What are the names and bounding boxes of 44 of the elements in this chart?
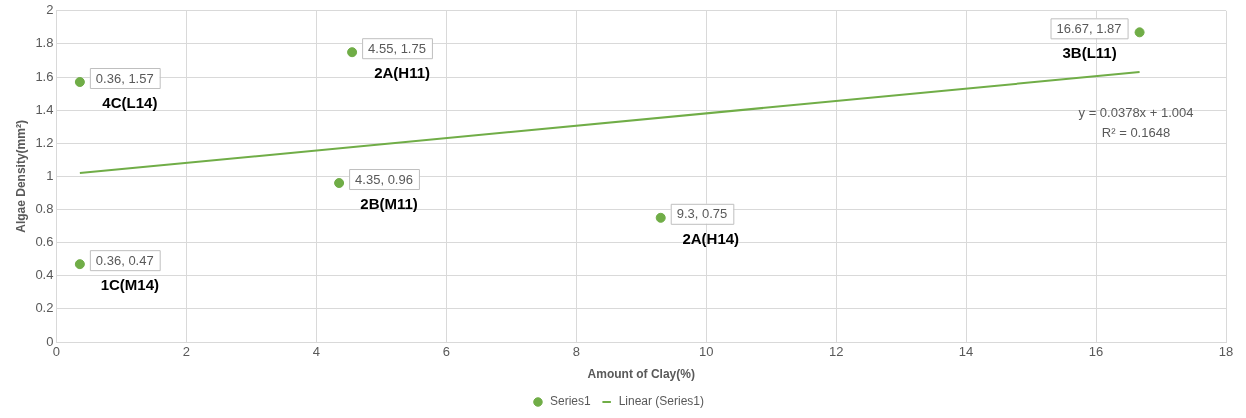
x-tick-label: 16 (1088, 344, 1104, 360)
x-tick-label: 4 (312, 344, 320, 360)
point (334, 178, 345, 189)
y-tick-label: 1.4 (35, 101, 54, 117)
y-tick-label: 1.2 (35, 134, 54, 150)
data-label: 0.36, 0.47 (95, 252, 154, 268)
annotation: 2B(M11) (360, 195, 418, 213)
legend-label: Linear (Series1) (618, 394, 705, 409)
data-label: 16.67, 1.87 (1056, 20, 1122, 36)
point (74, 259, 85, 270)
annotation: 2A(H14) (682, 229, 740, 247)
x-tick-label: 18 (1218, 344, 1234, 360)
annotation: 3B(L11) (1062, 44, 1117, 62)
annotation: y = 0.0378x + 1.004 (1078, 105, 1194, 121)
x-tick-label: 14 (958, 344, 974, 360)
y-axis-title: Algae Density(mm²) (13, 120, 28, 233)
data-label: 4.55, 1.75 (368, 40, 426, 56)
x-tick-label: 10 (698, 344, 714, 360)
y-tick-label: 1.8 (35, 35, 54, 51)
data-label: 4.35, 0.96 (355, 171, 413, 187)
y-tick-label: 0.2 (35, 300, 54, 316)
point (74, 77, 85, 88)
y-tick-label: 1 (46, 167, 54, 183)
x-tick-label: 8 (572, 344, 580, 360)
data-label: 0.36, 1.57 (95, 70, 154, 86)
y-tick-label: 0.8 (35, 201, 54, 217)
x-tick-label: 6 (442, 344, 450, 360)
data-label: 9.3, 0.75 (676, 206, 728, 222)
annotation: 4C(L14) (102, 94, 158, 112)
annotation: R² = 0.1648 (1101, 125, 1171, 141)
legend-label: Series1 (549, 394, 591, 409)
x-axis-title: Amount of Clay(%) (587, 367, 695, 382)
x-tick-label: 2 (182, 344, 191, 360)
annotation: 1C(M14) (100, 276, 160, 294)
point (655, 212, 666, 223)
y-tick-label: 0.6 (35, 234, 54, 250)
x-tick-label: 12 (828, 344, 844, 360)
y-tick-label: 0.4 (35, 267, 54, 283)
y-tick-label: 2 (46, 2, 54, 18)
point (1134, 27, 1145, 38)
annotation: 2A(H11) (374, 64, 431, 82)
y-tick-label: 1.6 (35, 68, 54, 84)
y-tick-label: 0 (46, 333, 54, 349)
point (347, 47, 358, 58)
